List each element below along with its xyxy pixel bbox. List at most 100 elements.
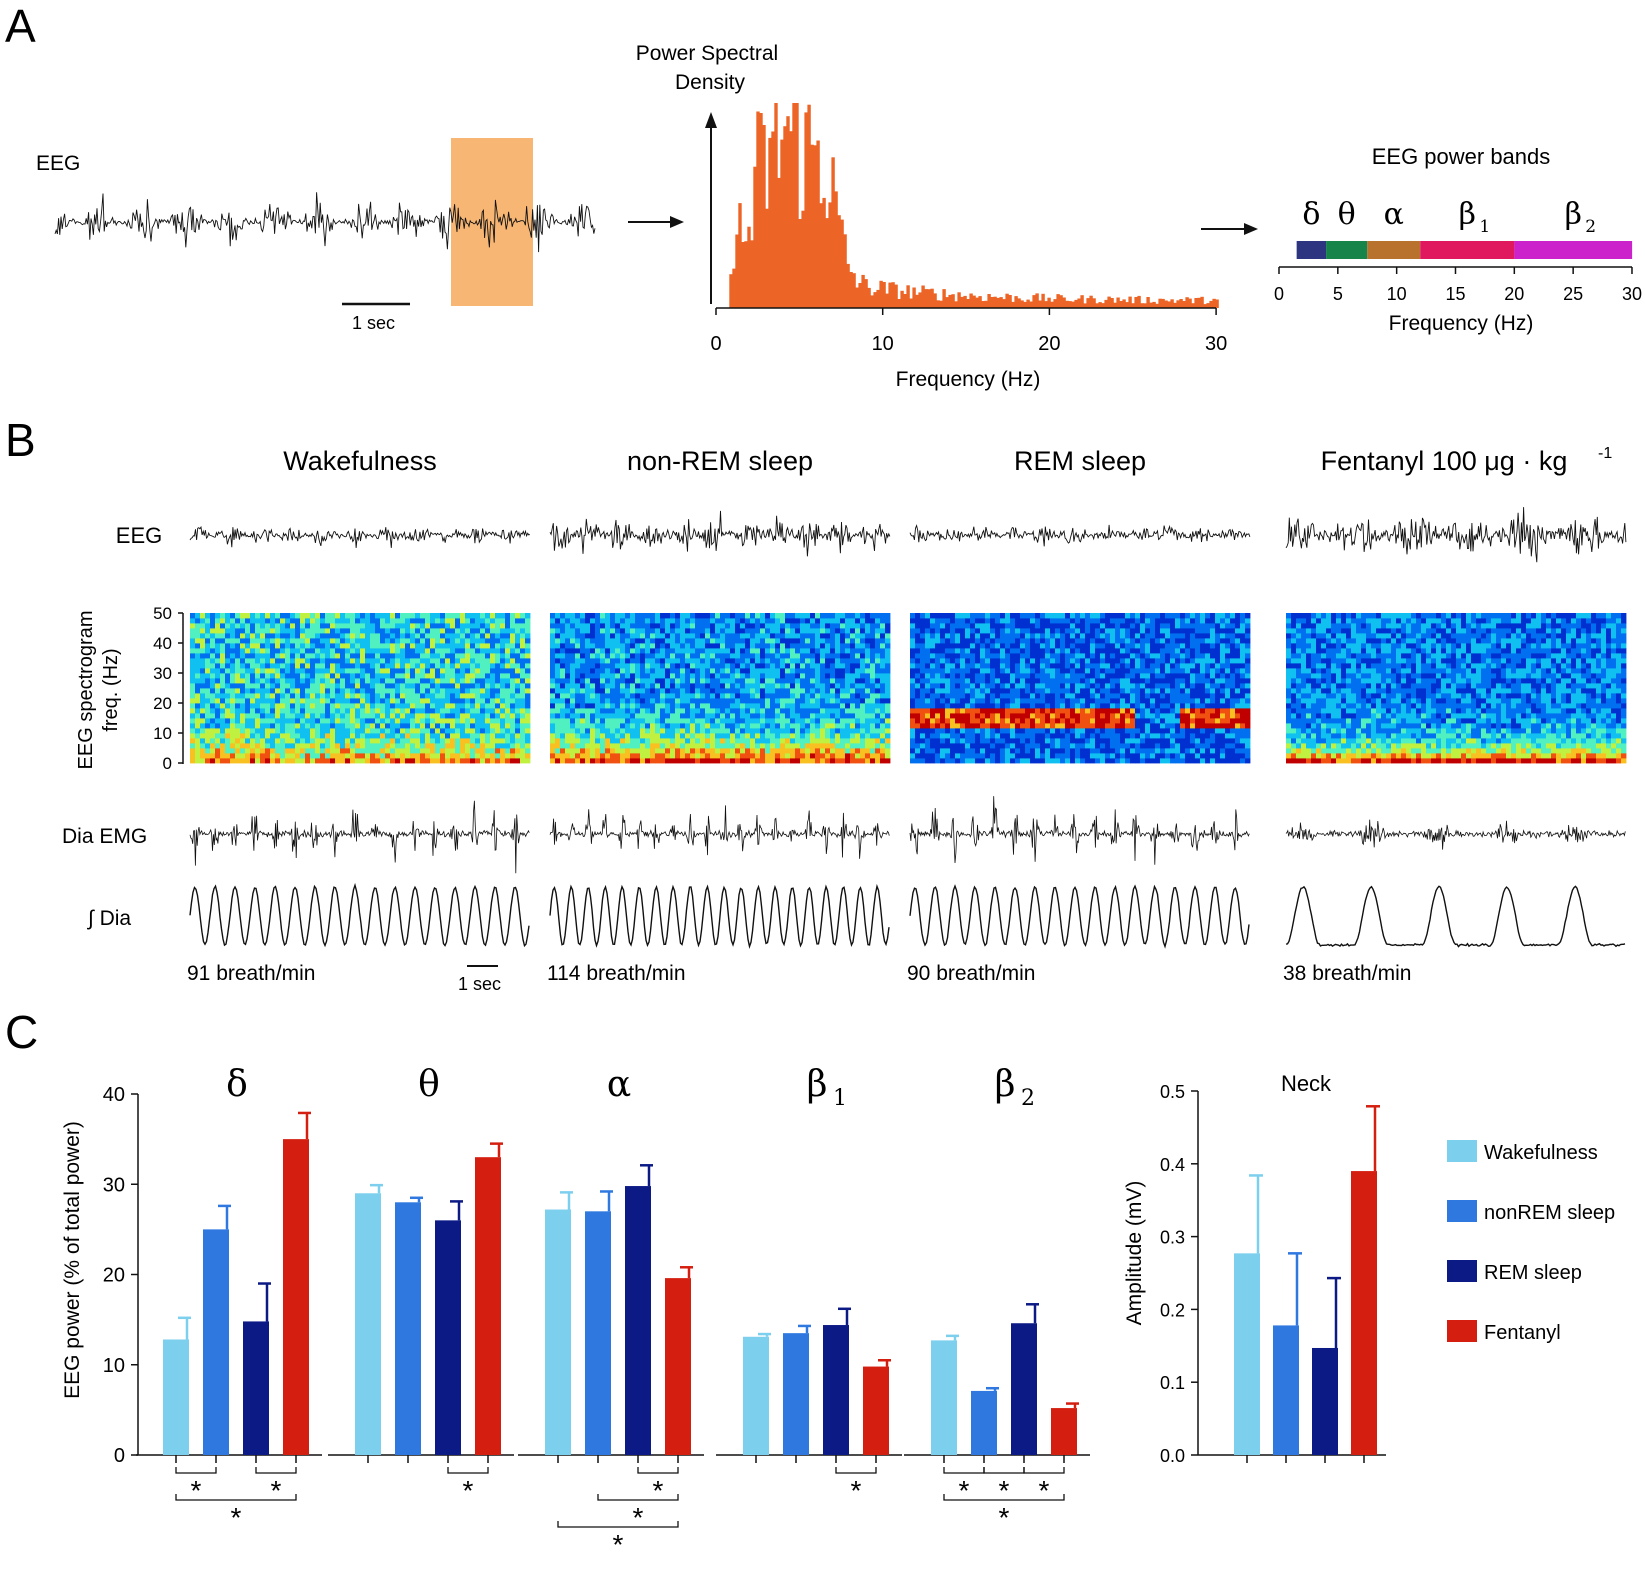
spectrogram-cell	[830, 678, 836, 684]
spectrogram-cell	[280, 723, 286, 729]
spectrogram-cell	[525, 758, 531, 764]
spectrogram-cell	[200, 633, 206, 639]
spectrogram-cell	[680, 733, 686, 739]
spectrogram-cell	[505, 683, 511, 689]
spectrogram-cell	[925, 738, 931, 744]
spectrogram-cell	[260, 723, 266, 729]
spectrogram-cell	[930, 618, 936, 624]
spectrogram-cell	[220, 638, 226, 644]
spectrogram-cell	[325, 678, 331, 684]
spectrogram-cell	[935, 723, 941, 729]
spectrogram-cell	[965, 698, 971, 704]
spectrogram-cell	[825, 683, 831, 689]
spectrogram-cell	[730, 708, 736, 714]
spectrogram-cell	[275, 663, 281, 669]
spectrogram-cell	[700, 683, 706, 689]
spectrogram-cell	[710, 718, 716, 724]
spectrogram-cell	[715, 678, 721, 684]
spectrogram-cell	[365, 668, 371, 674]
spectrogram-cell	[560, 698, 566, 704]
psd-bar	[759, 113, 763, 308]
spectrogram-cell	[990, 658, 996, 664]
spectrogram-cell	[775, 638, 781, 644]
spectrogram-cell	[730, 618, 736, 624]
psd-bar	[1158, 298, 1162, 308]
spectrogram-cell	[980, 693, 986, 699]
spectrogram-cell	[315, 693, 321, 699]
spectrogram-cell	[295, 633, 301, 639]
spectrogram-cell	[335, 753, 341, 759]
spectrogram-cell	[735, 663, 741, 669]
spectrogram-cell	[425, 753, 431, 759]
spectrogram-cell	[660, 648, 666, 654]
spectrogram-cell	[910, 668, 916, 674]
spectrogram-cell	[790, 708, 796, 714]
spectrogram-cell	[695, 723, 701, 729]
spectrogram-cell	[820, 753, 826, 759]
spectrogram-cell	[810, 668, 816, 674]
spectrogram-cell	[715, 718, 721, 724]
spectrogram-cell	[520, 758, 526, 764]
spectrogram-cell	[460, 643, 466, 649]
spectrogram-cell	[985, 648, 991, 654]
spectrogram-cell	[445, 713, 451, 719]
spectrogram-cell	[750, 743, 756, 749]
spectrogram-cell	[400, 738, 406, 744]
spectrogram-cell	[260, 633, 266, 639]
spectrogram-cell	[610, 633, 616, 639]
spectrogram-cell	[965, 653, 971, 659]
spectrogram-cell	[885, 628, 891, 634]
spectrogram-cell	[830, 638, 836, 644]
spectrogram-cell	[875, 673, 881, 679]
spectrogram-cell	[455, 613, 461, 619]
spectrogram-cell	[440, 743, 446, 749]
spectrogram-cell	[845, 663, 851, 669]
spectrogram-cell	[265, 718, 271, 724]
spectrogram-cell	[250, 618, 256, 624]
spectrogram-cell	[680, 653, 686, 659]
spectrogram-cell	[765, 713, 771, 719]
spectrogram-cell	[310, 648, 316, 654]
spectrogram-cell	[240, 688, 246, 694]
spectrogram-cell	[215, 738, 221, 744]
spectrogram-cell	[480, 733, 486, 739]
spectrogram-cell	[755, 733, 761, 739]
spectrogram-cell	[810, 693, 816, 699]
spectrogram-cell	[210, 678, 216, 684]
spectrogram-cell	[475, 733, 481, 739]
spectrogram-cell	[365, 738, 371, 744]
spectrogram-cell	[665, 653, 671, 659]
spectrogram-cell	[280, 713, 286, 719]
spectrogram-cell	[790, 718, 796, 724]
spectrogram-cell	[235, 618, 241, 624]
spectrogram-cell	[935, 683, 941, 689]
spectrogram-cell	[310, 718, 316, 724]
spectrogram-cell	[710, 723, 716, 729]
spectrogram-cell	[860, 708, 866, 714]
spectrogram-cell	[685, 758, 691, 764]
spectrogram-cell	[970, 753, 976, 759]
spectrogram-cell	[840, 628, 846, 634]
spectrogram-cell	[660, 693, 666, 699]
spectrogram-cell	[455, 718, 461, 724]
spectrogram-cell	[395, 708, 401, 714]
spectrogram-cell	[295, 678, 301, 684]
spectrogram-cell	[485, 668, 491, 674]
spectrogram-cell	[220, 623, 226, 629]
spectrogram-cell	[465, 743, 471, 749]
spectrogram-cell	[410, 638, 416, 644]
spectrogram-cell	[295, 668, 301, 674]
spectrogram-cell	[780, 688, 786, 694]
spectrogram-cell	[485, 643, 491, 649]
spectrogram-cell	[340, 643, 346, 649]
psd-bar	[897, 299, 901, 308]
spectrogram-cell	[785, 743, 791, 749]
spectrogram-cell	[965, 623, 971, 629]
spectrogram-cell	[345, 658, 351, 664]
spectrogram-cell	[990, 623, 996, 629]
spectrogram-cell	[765, 658, 771, 664]
spectrogram-cell	[460, 648, 466, 654]
spectrogram-cell	[350, 738, 356, 744]
spectrogram-cell	[680, 753, 686, 759]
spectrogram-cell	[765, 663, 771, 669]
